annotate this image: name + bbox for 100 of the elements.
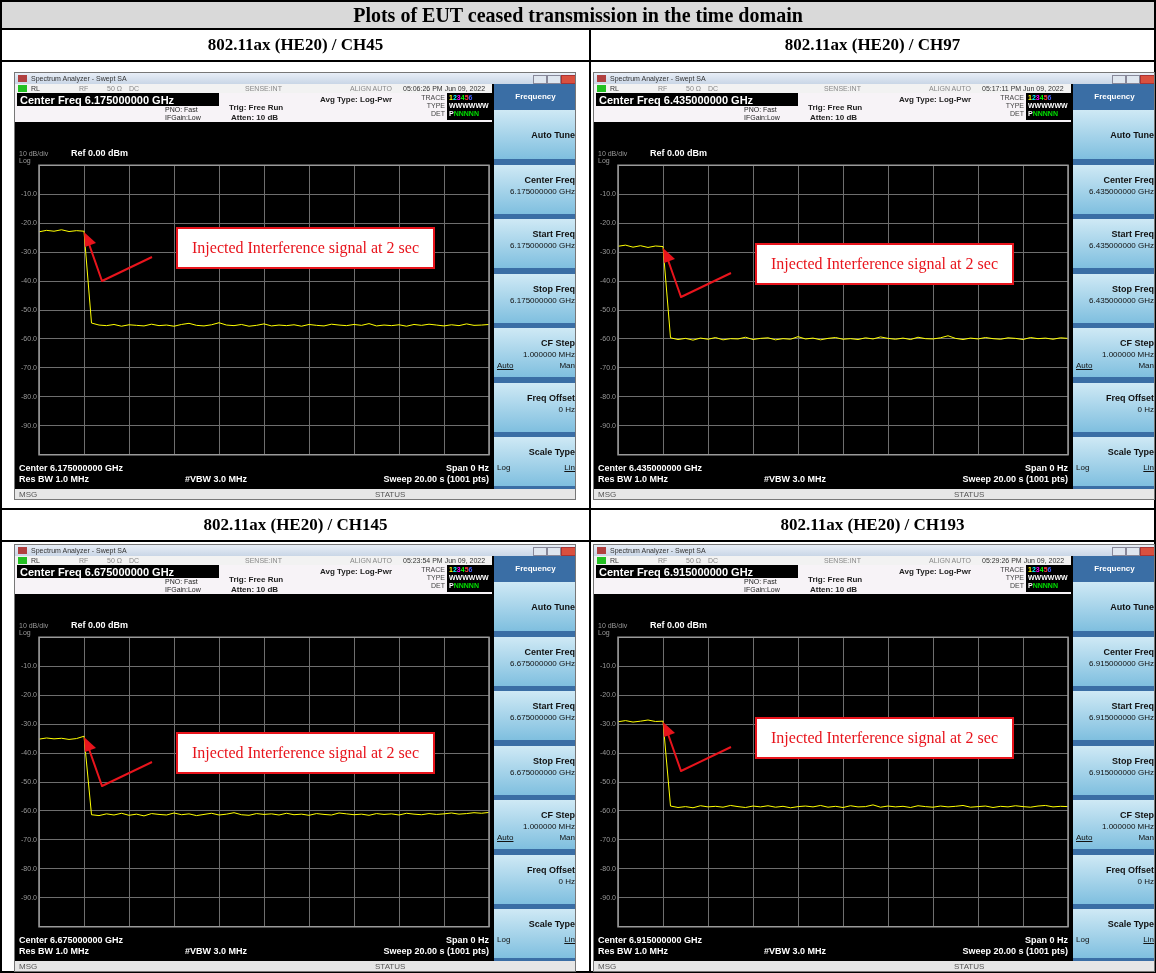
- text: Log: [1076, 463, 1090, 472]
- text: Atten: 10 dB: [231, 585, 279, 594]
- text: Sweep 20.00 s (1001 pts): [962, 474, 1068, 484]
- text: 1.000000 MHz: [522, 350, 575, 359]
- text: Center Freq: [524, 174, 575, 185]
- text: Span 0 Hz: [1024, 935, 1068, 945]
- text: 1.000000 MHz: [1101, 350, 1154, 359]
- text: 6.915000000 GHz: [1089, 767, 1154, 777]
- text: 0 Hz: [1137, 876, 1154, 886]
- text: #VBW 3.0 MHz: [185, 946, 248, 956]
- text: 6.435000000 GHz: [1089, 241, 1154, 250]
- text: Lin: [564, 935, 575, 944]
- text: Ref 0.00 dBm: [71, 148, 129, 158]
- text: Scale Type: [528, 919, 575, 929]
- annotation: Injected Interference signal at 2 sec: [176, 732, 435, 775]
- text: Auto Tune: [1110, 602, 1154, 612]
- text: MSG: [19, 490, 38, 499]
- text: 6.175000000 GHz: [510, 186, 575, 196]
- text: 6.675000000 GHz: [510, 658, 575, 668]
- text: 6.175000000 GHz: [510, 241, 575, 250]
- chart-title: 802.11ax (HE20) / CH145: [203, 515, 388, 535]
- text: Center Freq 6.915000000 GHz: [596, 565, 798, 578]
- text: CF Step: [1119, 338, 1154, 348]
- text: #VBW 3.0 MHz: [764, 946, 827, 956]
- annotation: Injected Interference signal at 2 sec: [176, 227, 435, 270]
- text: Center 6.175000000 GHz: [19, 463, 124, 473]
- text: #VBW 3.0 MHz: [764, 474, 827, 484]
- text: Span 0 Hz: [445, 935, 489, 945]
- text: Ref 0.00 dBm: [71, 620, 129, 630]
- text: STATUS: [954, 962, 985, 971]
- text: Center Freq: [1103, 174, 1154, 185]
- text: Sweep 20.00 s (1001 pts): [383, 474, 489, 484]
- text: Sweep 20.00 s (1001 pts): [962, 946, 1068, 956]
- text: Trig: Free Run: [808, 575, 863, 584]
- text: Man: [559, 361, 575, 370]
- text: Start Freq: [1111, 229, 1154, 239]
- text: Trig: Free Run: [229, 103, 284, 112]
- annotation: Injected Interference signal at 2 sec: [755, 242, 1014, 285]
- text: Freq Offset: [526, 864, 575, 875]
- text: Frequency: [514, 92, 557, 101]
- text: Center 6.435000000 GHz: [598, 463, 703, 473]
- text: Auto Tune: [531, 130, 575, 140]
- text: Center 6.675000000 GHz: [19, 935, 124, 945]
- text: Span 0 Hz: [1024, 463, 1068, 473]
- text: CF Step: [1119, 810, 1154, 820]
- text: Center Freq 6.435000000 GHz: [596, 93, 798, 106]
- text: Log: [497, 463, 511, 472]
- text: Start Freq: [532, 229, 575, 239]
- chart-title: 802.11ax (HE20) / CH97: [784, 35, 961, 55]
- text: Trig: Free Run: [808, 103, 863, 112]
- text: Log: [497, 935, 511, 944]
- text: Frequency: [1093, 564, 1136, 573]
- text: Frequency: [514, 564, 557, 573]
- text: 6.675000000 GHz: [510, 713, 575, 722]
- text: Stop Freq: [533, 283, 575, 294]
- text: 1.000000 MHz: [1101, 822, 1154, 831]
- text: Lin: [1143, 935, 1154, 944]
- text: STATUS: [375, 962, 406, 971]
- text: 0 Hz: [1137, 404, 1154, 414]
- text: 6.915000000 GHz: [1089, 658, 1154, 668]
- text: 1.000000 MHz: [522, 822, 575, 831]
- text: 6.435000000 GHz: [1089, 186, 1154, 196]
- text: Avg Type: Log-Pwr: [899, 567, 971, 576]
- text: 6.175000000 GHz: [510, 295, 575, 305]
- text: Atten: 10 dB: [810, 585, 858, 594]
- text: 6.435000000 GHz: [1089, 295, 1154, 305]
- text: Freq Offset: [1105, 392, 1154, 403]
- text: STATUS: [954, 490, 985, 499]
- text: Ref 0.00 dBm: [650, 148, 708, 158]
- text: Res BW 1.0 MHz: [19, 474, 90, 484]
- text: Res BW 1.0 MHz: [19, 946, 90, 956]
- text: Frequency: [1093, 92, 1136, 101]
- text: Ref 0.00 dBm: [650, 620, 708, 630]
- text: Freq Offset: [526, 392, 575, 403]
- text: Auto: [497, 361, 514, 370]
- text: Auto: [1076, 361, 1093, 370]
- text: Man: [1138, 833, 1154, 842]
- text: Auto: [497, 833, 514, 842]
- text: Man: [1138, 361, 1154, 370]
- text: MSG: [19, 962, 38, 971]
- text: MSG: [598, 490, 617, 499]
- text: Sweep 20.00 s (1001 pts): [383, 946, 489, 956]
- text: Lin: [564, 463, 575, 472]
- text: Auto Tune: [1110, 130, 1154, 140]
- text: Log: [1076, 935, 1090, 944]
- text: Stop Freq: [1112, 755, 1154, 766]
- text: Scale Type: [528, 447, 575, 457]
- text: Res BW 1.0 MHz: [598, 946, 669, 956]
- text: 0 Hz: [558, 404, 575, 414]
- chart-title: 802.11ax (HE20) / CH45: [207, 35, 384, 55]
- text: Center Freq 6.175000000 GHz: [17, 93, 219, 106]
- text: Start Freq: [532, 701, 575, 711]
- text: Avg Type: Log-Pwr: [899, 95, 971, 104]
- text: Lin: [1143, 463, 1154, 472]
- text: Scale Type: [1107, 447, 1154, 457]
- text: 0 Hz: [558, 876, 575, 886]
- text: #VBW 3.0 MHz: [185, 474, 248, 484]
- text: CF Step: [540, 338, 575, 348]
- text: MSG: [598, 962, 617, 971]
- text: STATUS: [375, 490, 406, 499]
